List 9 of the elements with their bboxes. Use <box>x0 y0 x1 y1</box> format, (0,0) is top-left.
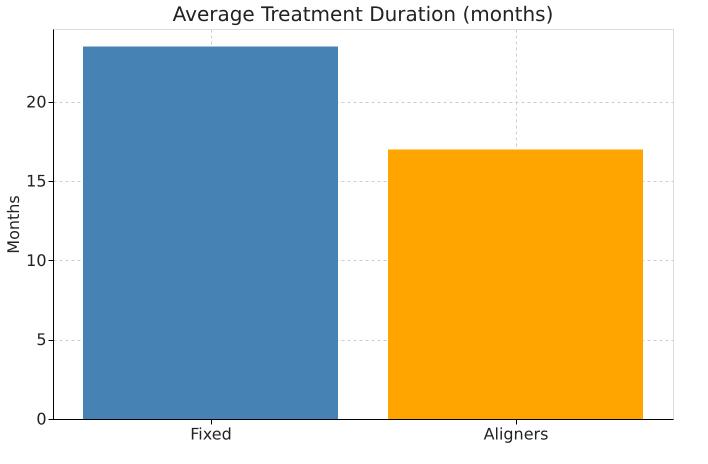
x-tick-label: Aligners <box>484 424 548 444</box>
x-tick-label: Fixed <box>190 424 232 444</box>
y-axis-title: Months <box>4 195 24 254</box>
y-tick-label: 5 <box>36 330 46 350</box>
y-tick-label: 15 <box>26 172 46 191</box>
y-tick-label: 20 <box>26 92 46 112</box>
chart-title: Average Treatment Duration (months) <box>172 2 554 26</box>
y-tick-label: 0 <box>36 410 46 428</box>
y-tick-label: 10 <box>26 250 46 270</box>
